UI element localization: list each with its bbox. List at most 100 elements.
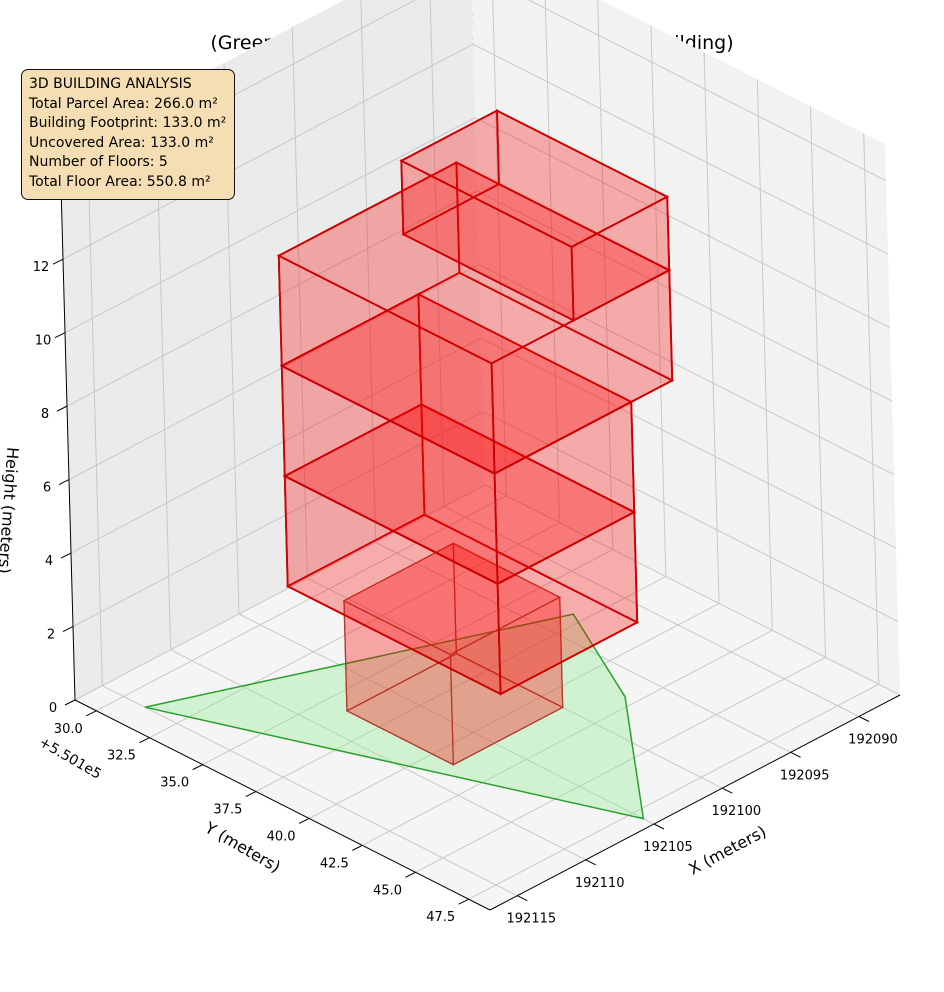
z-tick-label-4: 8 bbox=[41, 407, 49, 422]
y-tick-label-6: 45.0 bbox=[373, 883, 402, 898]
y-tick-0 bbox=[86, 710, 97, 717]
z-tick-label-5: 10 bbox=[35, 334, 52, 349]
y-grid-floor-7 bbox=[468, 683, 879, 900]
back-pane bbox=[471, 0, 900, 695]
y-grid-floor-1 bbox=[149, 522, 560, 739]
y-tick-4 bbox=[298, 818, 310, 824]
x-tick-label-3: 192105 bbox=[643, 840, 693, 855]
z-tick-label-2: 4 bbox=[45, 554, 53, 569]
y-tick-label-2: 35.0 bbox=[160, 776, 189, 791]
y-tick-6 bbox=[405, 871, 416, 878]
floor-3 bbox=[279, 292, 637, 586]
x-axis-line bbox=[489, 694, 901, 911]
floor-5 bbox=[399, 109, 672, 322]
y-offset-label: +5.501e5 bbox=[36, 734, 104, 783]
y-grid-floor-6 bbox=[415, 656, 826, 873]
z-tick-1 bbox=[62, 626, 74, 632]
y-grid-wall-1 bbox=[544, 0, 560, 523]
y-grid-wall-7 bbox=[863, 133, 880, 685]
x-grid-wall-1 bbox=[360, 0, 377, 543]
z-tick-label-1: 2 bbox=[47, 628, 55, 643]
x-grid-floor-3 bbox=[238, 613, 655, 825]
y-grid-wall-5 bbox=[756, 79, 773, 631]
x-tick-label-4: 192110 bbox=[575, 876, 625, 891]
y-tick-label-4: 40.0 bbox=[267, 829, 296, 844]
z-tick-0 bbox=[64, 699, 76, 706]
x-grid-floor-1 bbox=[375, 541, 791, 753]
z-axis-label: Height (meters) bbox=[0, 446, 22, 574]
y-tick-7 bbox=[458, 898, 469, 905]
floor-4 bbox=[276, 161, 675, 476]
z-grid-1 bbox=[72, 410, 899, 627]
info-parcel-area: Total Parcel Area: 266.0 m² bbox=[29, 95, 218, 112]
building-volume bbox=[276, 109, 675, 766]
axes: 192090 192095 192100 192105 192110 192115 30.0… bbox=[31, 148, 901, 927]
x-tick-2 bbox=[722, 787, 733, 794]
z-grid-3 bbox=[68, 264, 895, 481]
floor-1 bbox=[342, 542, 565, 766]
y-tick-2 bbox=[192, 764, 203, 771]
floor-2 bbox=[282, 402, 640, 696]
info-floors: Number of Floors: 5 bbox=[29, 154, 168, 171]
y-tick-label-7: 47.5 bbox=[426, 910, 455, 925]
x-tick-label-5: 192115 bbox=[507, 912, 557, 927]
info-heading: 3D BUILDING ANALYSIS bbox=[29, 76, 192, 92]
z-grid-4 bbox=[66, 190, 893, 407]
z-grid-2 bbox=[70, 337, 897, 554]
info-uncovered-area: Uncovered Area: 133.0 m² bbox=[29, 134, 214, 151]
x-tick-1 bbox=[790, 751, 801, 758]
x-grid-floor-4 bbox=[170, 649, 586, 861]
z-tick-label-0: 0 bbox=[49, 701, 57, 716]
info-footprint: Building Footprint: 133.0 m² bbox=[29, 115, 227, 132]
x-tick-label-2: 192100 bbox=[712, 804, 762, 819]
z-tick-6 bbox=[52, 258, 64, 265]
x-tick-5 bbox=[517, 895, 528, 902]
x-grid-wall-5 bbox=[86, 134, 103, 686]
floor-5-face-5 bbox=[399, 109, 670, 248]
x-grid-floor-0 bbox=[443, 506, 860, 717]
x-tick-label-1: 192095 bbox=[780, 768, 830, 783]
y-grid-wall-3 bbox=[650, 25, 667, 577]
y-tick-3 bbox=[245, 791, 257, 797]
y-grid-wall-4 bbox=[703, 52, 720, 604]
axis-panes bbox=[60, 0, 900, 910]
z-tick-label-6: 12 bbox=[33, 260, 50, 275]
y-grid-wall-0 bbox=[492, 0, 507, 496]
floor-1-face-5 bbox=[342, 542, 562, 656]
grid-lines bbox=[60, 0, 901, 900]
y-tick-label-1: 32.5 bbox=[107, 749, 136, 764]
x-tick-0 bbox=[858, 716, 870, 722]
x-tick-4 bbox=[585, 859, 596, 866]
y-tick-5 bbox=[352, 844, 363, 851]
y-grid-floor-4 bbox=[308, 603, 720, 819]
z-tick-label-3: 6 bbox=[43, 481, 51, 496]
x-tick-3 bbox=[653, 823, 665, 830]
z-tick-4 bbox=[56, 405, 68, 412]
z-grid-0 bbox=[74, 484, 901, 701]
y-tick-label-3: 37.5 bbox=[213, 803, 242, 818]
floor-pane bbox=[75, 485, 900, 910]
x-tick-label-0: 192090 bbox=[848, 733, 898, 748]
z-tick-2 bbox=[60, 552, 72, 559]
info-floor-area: Total Floor Area: 550.8 m² bbox=[29, 173, 211, 190]
parcel-polygon bbox=[144, 613, 645, 820]
y-axis-label: Y (meters) bbox=[201, 818, 284, 877]
z-grid-5 bbox=[64, 117, 891, 334]
y-axis-line bbox=[74, 699, 491, 911]
y-tick-label-0: 30.0 bbox=[54, 722, 83, 737]
y-grid-floor-3 bbox=[255, 576, 667, 792]
y-grid-wall-6 bbox=[810, 106, 827, 658]
parcel-platform bbox=[144, 613, 645, 820]
y-grid-floor-0 bbox=[96, 495, 507, 712]
x-axis-label: X (meters) bbox=[685, 822, 769, 879]
y-tick-label-5: 42.5 bbox=[320, 856, 349, 871]
y-grid-wall-2 bbox=[597, 0, 614, 550]
building-analysis-box: 3D BUILDING ANALYSIS Total Parcel Area: … bbox=[21, 69, 235, 200]
z-tick-5 bbox=[54, 332, 66, 339]
y-tick-1 bbox=[139, 737, 150, 744]
z-axis-line bbox=[59, 148, 76, 701]
x-grid-floor-5 bbox=[102, 685, 518, 897]
z-tick-3 bbox=[58, 479, 70, 486]
y-grid-floor-2 bbox=[202, 549, 613, 766]
